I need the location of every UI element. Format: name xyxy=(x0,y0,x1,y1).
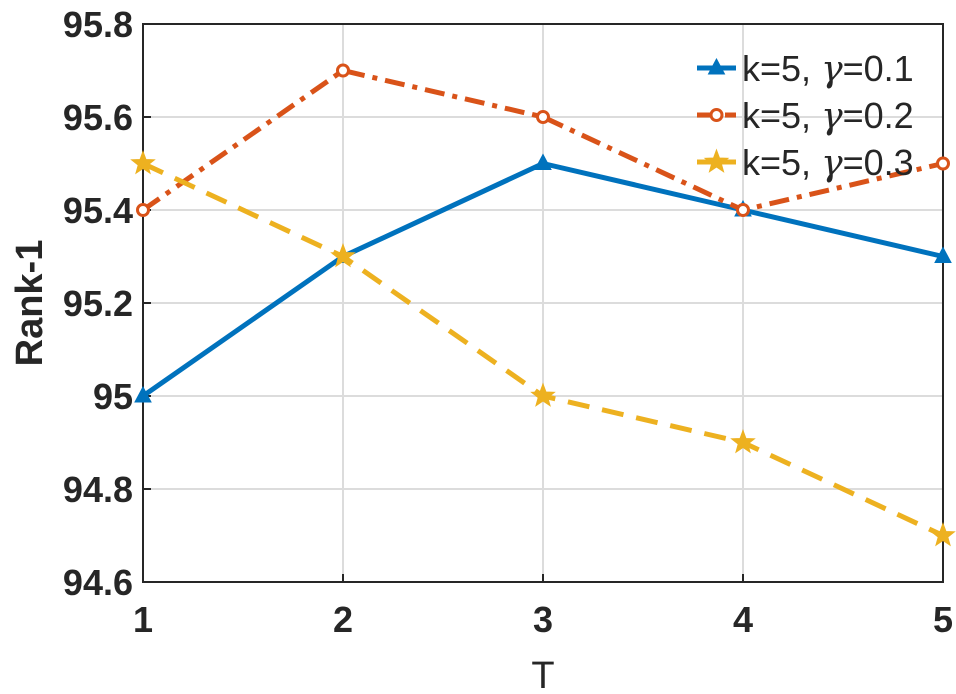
legend-label: k=5, γ=0.2 xyxy=(742,95,914,137)
legend-marker xyxy=(707,57,726,75)
legend-label-suffix: =0.1 xyxy=(843,48,914,89)
legend-marker xyxy=(709,108,724,122)
legend-label-suffix: =0.2 xyxy=(843,95,914,136)
legend-item: k=5, γ=0.3 xyxy=(697,142,914,184)
legend-label-symbol: γ xyxy=(821,143,843,184)
y-tick-label: 95 xyxy=(93,376,133,417)
legend-label-symbol: γ xyxy=(821,96,843,137)
x-tick-labels: 1 2 3 4 5 xyxy=(133,599,953,640)
legend-item: k=5, γ=0.2 xyxy=(697,95,914,137)
series-line xyxy=(141,68,944,213)
legend-label-prefix: k=5, xyxy=(742,95,821,136)
y-axis-label: Rank-1 xyxy=(9,240,51,367)
x-tick-label: 3 xyxy=(533,599,553,640)
series-layer xyxy=(130,63,956,547)
y-tick-label: 94.8 xyxy=(63,469,133,510)
x-tick-label: 4 xyxy=(733,599,753,640)
legend-item: k=5, γ=0.1 xyxy=(697,48,914,90)
series-2 xyxy=(136,63,950,217)
data-point xyxy=(934,246,952,263)
data-point xyxy=(130,150,156,175)
legend-label-suffix: =0.3 xyxy=(843,142,914,183)
data-point xyxy=(336,63,350,78)
data-point xyxy=(136,203,150,217)
x-axis-label: T xyxy=(531,655,554,694)
data-point xyxy=(930,522,956,547)
y-tick-label: 95.2 xyxy=(63,283,133,324)
y-tick-label: 94.6 xyxy=(63,562,133,603)
data-point xyxy=(936,156,950,171)
y-tick-labels: 94.6 94.8 95 95.2 95.4 95.6 95.8 xyxy=(63,4,133,603)
data-point xyxy=(330,243,356,268)
plot-area-frame xyxy=(142,23,944,583)
legend-label: k=5, γ=0.1 xyxy=(742,48,914,90)
y-tick-label: 95.4 xyxy=(63,190,133,231)
x-tick-label: 2 xyxy=(333,599,353,640)
data-point xyxy=(730,429,756,454)
y-tick-label: 95.6 xyxy=(63,97,133,138)
series-3 xyxy=(130,150,956,547)
data-point xyxy=(536,110,550,124)
legend-label-prefix: k=5, xyxy=(742,142,821,183)
legend: k=5, γ=0.1k=5, γ=0.2k=5, γ=0.3 xyxy=(697,48,914,184)
x-tick-label: 1 xyxy=(133,599,153,640)
y-tick-label: 95.8 xyxy=(63,4,133,45)
data-point xyxy=(530,382,556,407)
legend-label-symbol: γ xyxy=(821,49,843,90)
data-point xyxy=(736,203,750,217)
legend-label: k=5, γ=0.3 xyxy=(742,142,914,184)
data-point xyxy=(134,385,152,403)
data-point xyxy=(534,153,552,170)
x-tick-label: 5 xyxy=(933,599,953,640)
legend-marker xyxy=(703,148,730,173)
legend-label-prefix: k=5, xyxy=(742,48,821,89)
